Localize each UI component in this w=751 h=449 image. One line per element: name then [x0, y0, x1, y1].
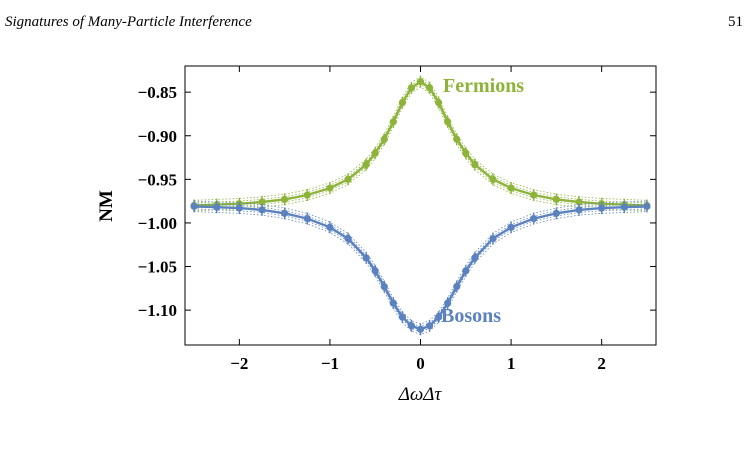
data-point: [407, 322, 416, 330]
data-point: [444, 118, 452, 126]
data-point: [552, 209, 560, 217]
data-point: [575, 206, 583, 214]
data-point: [425, 322, 434, 330]
series-band-line: [194, 211, 647, 335]
data-point: [471, 160, 479, 169]
data-point: [530, 191, 538, 199]
data-point: [344, 235, 352, 243]
data-point: [471, 254, 479, 262]
data-point: [303, 191, 311, 199]
x-tick-label: −1: [321, 354, 339, 373]
series-bosons: [190, 200, 651, 336]
series-label-fermions: Fermions: [443, 75, 524, 97]
data-point: [489, 235, 497, 243]
data-point: [371, 267, 379, 275]
data-point: [425, 84, 434, 92]
series-band-line: [194, 76, 647, 201]
y-tick-label: −1.00: [138, 214, 177, 233]
data-point: [444, 299, 452, 307]
data-point: [552, 195, 560, 203]
data-point: [389, 118, 397, 126]
data-point: [435, 99, 443, 107]
x-tick-label: −2: [230, 354, 248, 373]
data-point: [462, 149, 470, 157]
data-point: [190, 202, 198, 210]
x-tick-label: 1: [507, 354, 516, 373]
y-axis-ticks: −0.85 −0.90 −0.95 −1.00 −1.05 −1.10: [138, 83, 656, 320]
series-band-line: [194, 208, 647, 333]
y-axis-title: NM: [96, 190, 117, 222]
data-point: [575, 198, 583, 206]
data-point: [416, 78, 425, 86]
series-group: [190, 75, 651, 336]
x-tick-label: 2: [597, 354, 606, 373]
data-point: [416, 325, 425, 333]
data-point: [643, 202, 651, 210]
y-tick-label: −0.85: [138, 83, 177, 102]
data-point: [598, 204, 606, 212]
data-point: [362, 160, 370, 169]
data-point: [235, 204, 243, 212]
data-point: [489, 175, 497, 183]
data-point: [530, 214, 538, 223]
data-point: [213, 203, 221, 211]
y-tick-label: −1.10: [138, 301, 177, 320]
data-point: [398, 99, 406, 107]
page-number: 51: [728, 14, 743, 30]
data-point: [344, 175, 352, 183]
data-point: [407, 84, 416, 92]
series-label-bosons: Bosons: [441, 305, 501, 327]
x-axis-title: ΔωΔτ: [398, 384, 443, 405]
x-tick-label: 0: [416, 354, 425, 373]
data-point: [507, 223, 515, 231]
data-point: [462, 267, 470, 275]
data-point: [326, 184, 334, 192]
series-fermions: [190, 75, 651, 212]
series-line: [194, 80, 647, 207]
series-band-line: [194, 86, 647, 212]
data-point: [435, 313, 443, 321]
series-line: [194, 205, 647, 331]
running-title: Signatures of Many-Particle Interference: [5, 14, 252, 30]
data-point: [453, 135, 461, 143]
series-band-line: [194, 83, 647, 209]
x-axis-ticks: −2 −1 0 1 2: [230, 66, 606, 373]
series-band-line: [194, 200, 647, 325]
data-point: [303, 214, 311, 223]
data-point: [453, 282, 461, 291]
data-point: [620, 203, 628, 211]
data-point: [258, 206, 266, 214]
y-tick-label: −0.90: [138, 127, 177, 146]
data-point: [380, 282, 388, 291]
data-point: [362, 254, 370, 262]
y-tick-label: −0.95: [138, 170, 177, 189]
series-band-line: [194, 203, 647, 328]
data-point: [380, 135, 388, 143]
data-point: [371, 149, 379, 157]
data-point: [326, 223, 334, 231]
y-tick-label: −1.05: [138, 258, 177, 277]
data-point: [398, 313, 406, 321]
data-point: [389, 299, 397, 307]
series-band-line: [194, 78, 647, 204]
data-point: [258, 198, 266, 206]
data-point: [281, 209, 289, 217]
data-point: [507, 184, 515, 192]
data-point: [281, 195, 289, 203]
